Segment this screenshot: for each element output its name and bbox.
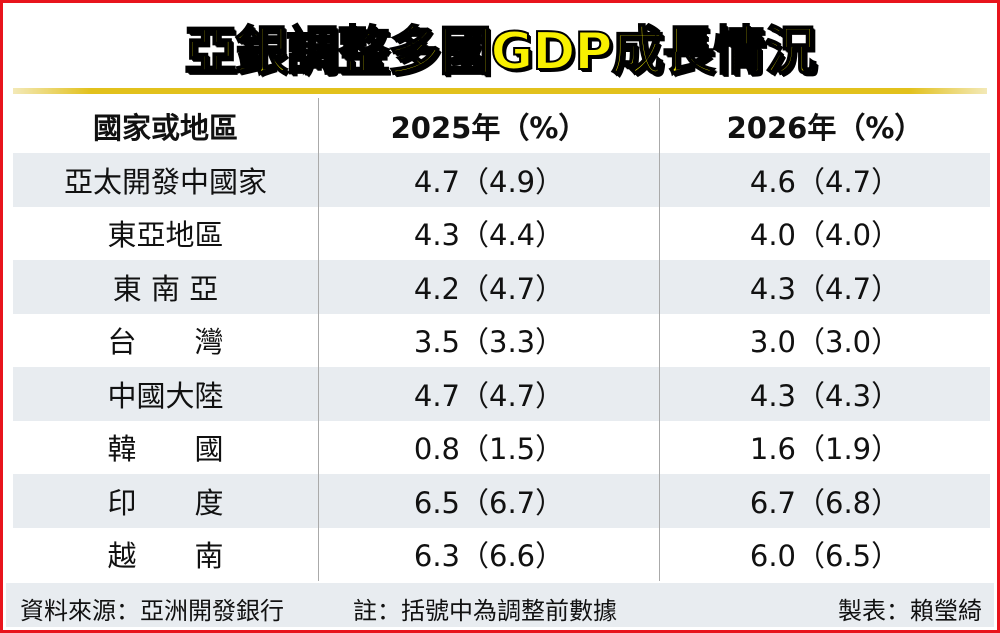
column-header-region: 國家或地區 — [92, 110, 238, 145]
value-2025-cell: 4.3（4.4） — [318, 206, 660, 260]
chart-title: 亞銀調整多國GDP成長情況 — [184, 21, 818, 83]
value-2026-cell: 6.7（6.8） — [659, 474, 990, 528]
region-cell: 亞太開發中國家 — [13, 153, 319, 207]
value-2025-cell: 3.5（3.3） — [318, 313, 660, 367]
region-cell: 越 南 — [107, 539, 224, 574]
region-cell: 韓 國 — [107, 432, 224, 467]
credit: 製表：賴瑩綺 — [838, 597, 982, 625]
table-row: 韓 國 0.8（1.5） 1.6（1.9） — [13, 420, 990, 474]
table-row: 越 南 6.3（6.6） 6.0（6.5） — [13, 527, 990, 581]
region-cell: 東亞地區 — [107, 218, 224, 253]
value-2025-cell: 4.7（4.9） — [318, 153, 660, 207]
footnote: 註：括號中為調整前數據 — [353, 597, 617, 625]
table-row: 亞太開發中國家 4.7（4.9） 4.6（4.7） — [13, 153, 990, 207]
region-cell: 台 灣 — [107, 325, 224, 360]
value-2026-cell: 4.0（4.0） — [749, 218, 901, 253]
value-2026-cell: 4.3（4.7） — [659, 260, 990, 314]
value-2026-cell: 3.0（3.0） — [749, 325, 901, 360]
header-row: 國家或地區 2025年（%） 2026年（%） — [13, 98, 990, 153]
value-2026-cell: 4.6（4.7） — [659, 153, 990, 207]
footer: 資料來源：亞洲開發銀行 註：括號中為調整前數據 製表：賴瑩綺 — [6, 583, 994, 627]
value-2025-cell: 4.7（4.7） — [318, 367, 660, 421]
gdp-table: 國家或地區 2025年（%） 2026年（%） 亞太開發中國家 4.7（4.9） 4… — [13, 98, 990, 581]
region-cell: 印 度 — [13, 474, 319, 528]
table-row: 台 灣 3.5（3.3） 3.0（3.0） — [13, 313, 990, 367]
value-2026-cell: 6.0（6.5） — [749, 539, 901, 574]
table-row: 中國大陸 4.7（4.7） 4.3（4.3） — [13, 367, 990, 421]
value-2025-cell: 0.8（1.5） — [318, 420, 660, 474]
value-2026-cell: 4.3（4.3） — [659, 367, 990, 421]
value-2026-cell: 1.6（1.9） — [749, 432, 901, 467]
table-row: 東亞地區 4.3（4.4） 4.0（4.0） — [13, 206, 990, 260]
region-cell: 中國大陸 — [13, 367, 319, 421]
value-2025-cell: 6.3（6.6） — [318, 527, 660, 581]
accent-divider — [13, 88, 987, 94]
region-cell: 東 南 亞 — [13, 260, 319, 314]
value-2025-cell: 6.5（6.7） — [318, 474, 660, 528]
column-header-2025: 2025年（%） — [318, 98, 660, 153]
table-row: 東 南 亞 4.2（4.7） 4.3（4.7） — [13, 260, 990, 314]
table-row: 印 度 6.5（6.7） 6.7（6.8） — [13, 474, 990, 528]
value-2025-cell: 4.2（4.7） — [318, 260, 660, 314]
column-header-2026: 2026年（%） — [726, 110, 924, 145]
source-note: 資料來源：亞洲開發銀行 — [20, 597, 284, 625]
